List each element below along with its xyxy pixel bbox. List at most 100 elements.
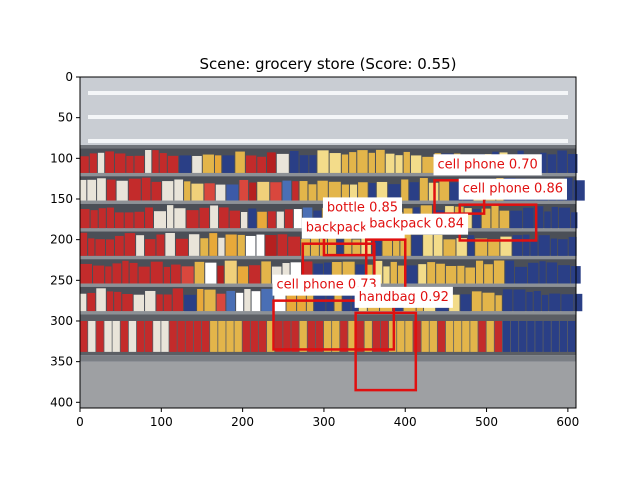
product-package xyxy=(471,291,482,312)
product-package xyxy=(539,261,546,284)
product-package xyxy=(261,288,274,312)
product-package xyxy=(467,235,475,256)
product-package xyxy=(191,183,204,201)
product-package xyxy=(201,320,210,352)
product-package xyxy=(332,320,340,352)
product-package xyxy=(200,238,209,256)
product-package xyxy=(174,179,184,201)
product-package xyxy=(114,235,124,256)
product-package xyxy=(134,155,145,173)
product-package xyxy=(192,155,202,173)
product-package xyxy=(357,150,368,173)
ceiling-light xyxy=(88,139,568,143)
product-package xyxy=(236,292,244,312)
product-package xyxy=(484,264,493,284)
product-package xyxy=(267,320,275,352)
product-package xyxy=(365,264,373,284)
y-tick-label: 100 xyxy=(50,151,73,165)
product-package xyxy=(380,320,389,352)
product-package xyxy=(267,211,276,229)
product-package xyxy=(156,294,163,312)
label-background xyxy=(272,274,381,296)
product-package xyxy=(543,320,551,352)
product-package xyxy=(567,320,576,352)
figure-title: Scene: grocery store (Score: 0.55) xyxy=(199,55,456,73)
product-package xyxy=(256,234,265,256)
product-package xyxy=(393,235,400,256)
product-package xyxy=(478,320,486,352)
product-package xyxy=(204,289,216,312)
product-package xyxy=(210,205,219,229)
product-package xyxy=(328,181,341,201)
product-package xyxy=(465,267,475,284)
product-package xyxy=(323,262,332,284)
ceiling-light xyxy=(88,91,568,95)
product-package xyxy=(292,181,299,201)
product-package xyxy=(88,238,95,256)
product-package xyxy=(290,262,301,284)
product-package xyxy=(371,233,382,256)
product-package xyxy=(239,179,249,201)
y-axis-ticks: 0 50 100 150 200 250 300 350 400 xyxy=(50,70,80,409)
product-package xyxy=(193,320,202,352)
x-tick-label: 0 xyxy=(76,415,84,429)
product-package xyxy=(98,208,106,229)
product-package xyxy=(445,265,457,284)
product-package xyxy=(317,150,329,173)
product-package xyxy=(571,212,578,229)
product-package xyxy=(355,264,365,284)
product-package xyxy=(456,238,467,256)
product-package xyxy=(96,288,106,312)
product-package xyxy=(348,320,356,352)
product-package xyxy=(172,288,184,312)
product-package xyxy=(286,295,297,312)
product-package xyxy=(215,184,226,201)
product-package xyxy=(462,320,470,352)
product-package xyxy=(526,291,533,312)
product-package xyxy=(382,236,393,256)
detection: cell phone 0.73 xyxy=(272,274,396,351)
product-package xyxy=(257,211,267,229)
product-package xyxy=(397,265,405,284)
product-package xyxy=(106,207,114,229)
product-package xyxy=(540,152,547,173)
x-tick-label: 400 xyxy=(394,415,417,429)
product-package xyxy=(310,238,319,256)
product-package xyxy=(129,262,138,284)
product-package xyxy=(293,209,302,229)
product-package xyxy=(364,320,372,352)
y-tick-label: 250 xyxy=(50,273,73,287)
product-package xyxy=(317,180,328,201)
product-package xyxy=(288,236,301,256)
product-package xyxy=(488,239,500,256)
product-package xyxy=(573,180,585,201)
product-package xyxy=(209,233,218,256)
product-package xyxy=(436,263,445,284)
product-package xyxy=(145,290,156,312)
product-package xyxy=(141,177,151,201)
product-package xyxy=(349,184,358,201)
product-package xyxy=(249,182,257,201)
label-background xyxy=(365,213,469,235)
product-package xyxy=(352,239,361,256)
product-package xyxy=(475,260,484,284)
product-package xyxy=(276,211,284,229)
product-package xyxy=(502,320,511,352)
product-package xyxy=(482,292,495,312)
product-package xyxy=(373,260,383,284)
product-package xyxy=(449,294,460,312)
product-package xyxy=(299,181,308,201)
product-package xyxy=(205,262,217,284)
product-package xyxy=(257,156,267,173)
product-package xyxy=(368,183,376,201)
product-package xyxy=(405,265,418,284)
product-package xyxy=(237,266,249,284)
product-package xyxy=(418,264,427,284)
product-package xyxy=(249,265,261,284)
y-tick-label: 300 xyxy=(50,314,73,328)
product-package xyxy=(454,320,462,352)
product-package xyxy=(549,293,561,312)
product-package xyxy=(299,320,307,352)
product-package xyxy=(283,320,291,352)
product-package xyxy=(210,320,218,352)
